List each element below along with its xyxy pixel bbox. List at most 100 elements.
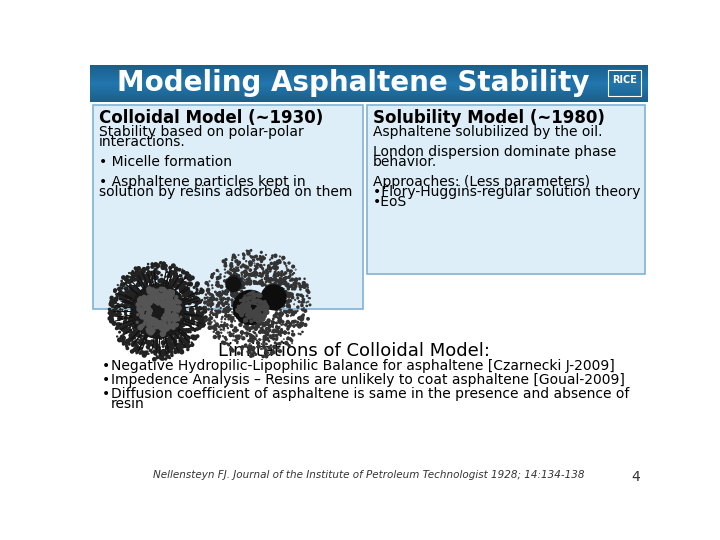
Circle shape bbox=[186, 323, 189, 325]
Circle shape bbox=[228, 315, 231, 318]
Circle shape bbox=[273, 315, 276, 317]
Circle shape bbox=[265, 355, 268, 357]
Circle shape bbox=[129, 339, 132, 341]
Circle shape bbox=[251, 273, 252, 275]
Circle shape bbox=[288, 305, 290, 307]
Circle shape bbox=[253, 298, 255, 300]
Circle shape bbox=[179, 275, 182, 277]
Circle shape bbox=[196, 299, 197, 301]
Circle shape bbox=[258, 306, 262, 309]
Circle shape bbox=[247, 305, 250, 308]
Circle shape bbox=[184, 282, 186, 285]
Circle shape bbox=[122, 284, 125, 286]
Circle shape bbox=[168, 274, 171, 277]
Circle shape bbox=[113, 310, 115, 313]
Circle shape bbox=[168, 337, 171, 340]
Circle shape bbox=[194, 316, 197, 318]
Circle shape bbox=[248, 315, 251, 319]
Circle shape bbox=[284, 282, 287, 285]
Circle shape bbox=[253, 310, 257, 313]
Circle shape bbox=[236, 286, 238, 287]
Circle shape bbox=[180, 289, 183, 292]
Circle shape bbox=[156, 340, 157, 341]
Circle shape bbox=[243, 254, 245, 256]
Circle shape bbox=[283, 280, 284, 282]
Circle shape bbox=[168, 341, 170, 343]
Circle shape bbox=[149, 349, 152, 352]
Circle shape bbox=[266, 322, 269, 325]
Circle shape bbox=[191, 329, 192, 330]
Circle shape bbox=[251, 339, 252, 340]
Circle shape bbox=[163, 314, 168, 319]
Circle shape bbox=[165, 318, 166, 320]
Circle shape bbox=[222, 292, 225, 294]
Circle shape bbox=[123, 325, 127, 328]
Circle shape bbox=[233, 301, 235, 304]
Circle shape bbox=[171, 354, 172, 355]
Circle shape bbox=[250, 249, 252, 251]
Circle shape bbox=[213, 331, 215, 332]
Circle shape bbox=[230, 284, 234, 287]
Circle shape bbox=[258, 339, 260, 340]
Circle shape bbox=[273, 323, 274, 325]
Circle shape bbox=[129, 296, 132, 299]
Circle shape bbox=[199, 290, 204, 294]
Circle shape bbox=[230, 286, 233, 289]
Circle shape bbox=[197, 312, 200, 315]
Circle shape bbox=[269, 269, 270, 271]
Circle shape bbox=[170, 279, 173, 282]
Circle shape bbox=[166, 308, 168, 310]
Circle shape bbox=[284, 310, 287, 313]
Circle shape bbox=[282, 256, 284, 259]
Circle shape bbox=[230, 290, 233, 292]
Circle shape bbox=[264, 308, 267, 312]
Circle shape bbox=[250, 313, 253, 317]
Circle shape bbox=[185, 293, 189, 296]
Circle shape bbox=[143, 274, 145, 276]
Circle shape bbox=[279, 256, 280, 257]
Circle shape bbox=[225, 339, 228, 340]
Circle shape bbox=[140, 340, 141, 341]
Circle shape bbox=[230, 334, 232, 336]
Circle shape bbox=[253, 273, 255, 275]
Circle shape bbox=[236, 285, 239, 287]
Circle shape bbox=[161, 265, 163, 267]
Circle shape bbox=[171, 299, 173, 301]
Circle shape bbox=[233, 307, 236, 309]
Circle shape bbox=[174, 308, 177, 312]
Circle shape bbox=[256, 299, 260, 302]
Circle shape bbox=[246, 325, 248, 327]
Circle shape bbox=[298, 333, 299, 334]
Circle shape bbox=[148, 320, 152, 325]
Circle shape bbox=[122, 287, 123, 289]
Circle shape bbox=[271, 334, 274, 337]
Circle shape bbox=[302, 323, 303, 325]
Circle shape bbox=[244, 344, 247, 347]
Circle shape bbox=[235, 260, 238, 263]
Circle shape bbox=[108, 316, 112, 320]
Circle shape bbox=[217, 335, 220, 338]
Circle shape bbox=[238, 284, 240, 286]
Circle shape bbox=[185, 282, 187, 284]
Circle shape bbox=[132, 342, 136, 346]
Circle shape bbox=[288, 310, 291, 313]
Circle shape bbox=[222, 341, 224, 344]
Circle shape bbox=[235, 276, 237, 278]
Circle shape bbox=[193, 301, 194, 303]
Circle shape bbox=[237, 304, 238, 305]
Circle shape bbox=[284, 272, 287, 274]
Circle shape bbox=[251, 275, 252, 276]
Circle shape bbox=[279, 319, 282, 322]
Circle shape bbox=[260, 339, 261, 340]
Circle shape bbox=[132, 323, 136, 327]
Circle shape bbox=[263, 346, 265, 348]
Circle shape bbox=[171, 353, 173, 354]
Circle shape bbox=[125, 277, 127, 280]
Circle shape bbox=[123, 334, 125, 335]
Circle shape bbox=[138, 341, 142, 345]
Circle shape bbox=[228, 343, 230, 346]
Circle shape bbox=[264, 330, 267, 333]
Circle shape bbox=[143, 287, 145, 288]
Circle shape bbox=[234, 283, 237, 286]
Circle shape bbox=[145, 314, 150, 319]
